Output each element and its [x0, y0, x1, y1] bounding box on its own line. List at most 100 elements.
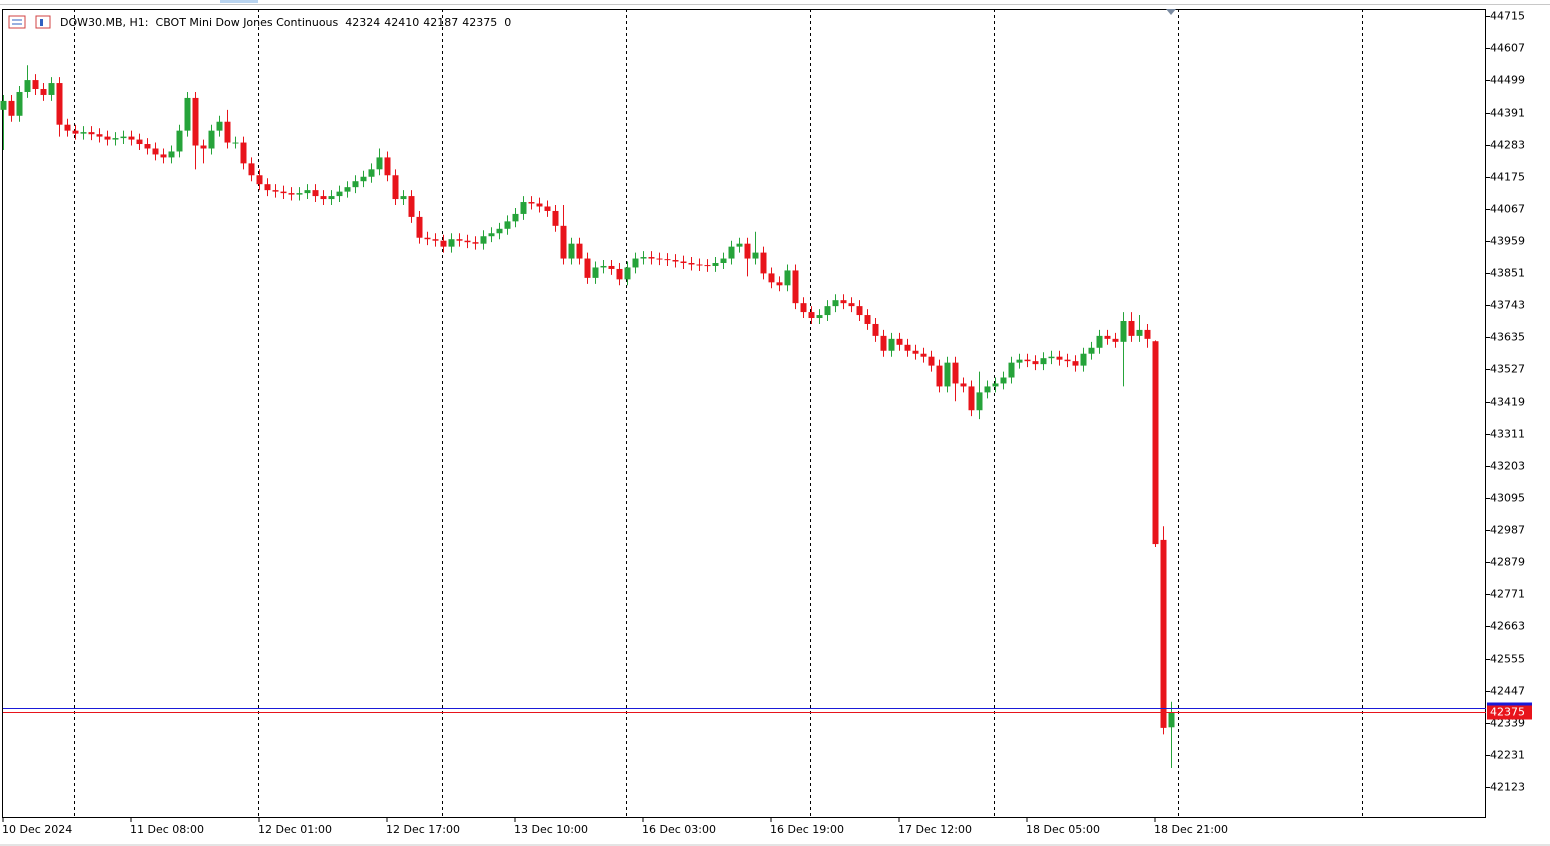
candle-body — [112, 138, 119, 140]
y-tick-label: 43311 — [1490, 428, 1525, 441]
candle-body — [312, 190, 319, 197]
candle-body — [360, 176, 367, 182]
x-tick-label: 16 Dec 03:00 — [642, 823, 716, 836]
candle-body — [256, 175, 263, 185]
candle-body — [720, 258, 727, 264]
candle-body — [824, 306, 831, 316]
candle-body — [1128, 321, 1135, 336]
candle-body — [576, 243, 583, 259]
candle-body — [968, 386, 975, 411]
candle-body — [464, 240, 471, 243]
candle-body — [264, 184, 271, 191]
candle-body — [1056, 356, 1063, 360]
y-tick-label: 44067 — [1490, 203, 1525, 216]
candle-body — [1104, 335, 1111, 339]
candle-body — [952, 362, 959, 384]
candle-body — [384, 157, 391, 176]
candle-body — [816, 315, 823, 319]
candle-body — [912, 350, 919, 354]
candle-body — [192, 97, 199, 146]
candle-body — [48, 83, 55, 95]
candle-body — [920, 353, 927, 357]
candle-body — [232, 142, 239, 144]
x-tick-label: 10 Dec 2024 — [2, 823, 72, 836]
candle-body — [504, 221, 511, 229]
candle-body — [856, 306, 863, 316]
y-tick-label: 42555 — [1490, 653, 1525, 666]
x-tick-label: 12 Dec 01:00 — [258, 823, 332, 836]
candle-body — [960, 383, 967, 387]
header-text: DOW30.MB, H1: CBOT Mini Dow Jones Continu… — [60, 16, 511, 29]
candle-body — [336, 191, 343, 197]
candle-body — [288, 193, 295, 195]
candle-body — [1136, 329, 1143, 336]
candle-body — [616, 268, 623, 280]
candle-body — [104, 136, 111, 140]
candle-body — [1144, 329, 1151, 339]
candle-body — [120, 136, 127, 139]
candle-body — [248, 163, 255, 176]
candle-body — [400, 196, 407, 200]
y-tick-label: 42987 — [1490, 524, 1525, 537]
candle-body — [528, 202, 535, 204]
x-tick-label: 17 Dec 12:00 — [898, 823, 972, 836]
y-tick-label: 43851 — [1490, 267, 1525, 280]
candle-body — [40, 89, 47, 95]
candle-body — [752, 252, 759, 259]
candle-body — [304, 190, 311, 194]
candle-body — [1024, 359, 1031, 362]
y-tick-label: 44607 — [1490, 42, 1525, 55]
candle-body — [480, 236, 487, 244]
candle-body — [736, 243, 743, 247]
candle-body — [448, 239, 455, 247]
candle-body — [808, 312, 815, 319]
candle-body — [1040, 358, 1047, 365]
candle-body — [848, 303, 855, 307]
candle-body — [680, 261, 687, 264]
candle-body — [536, 203, 543, 207]
y-tick-label: 43419 — [1490, 396, 1525, 409]
candle-body — [224, 121, 231, 143]
candle-body — [176, 130, 183, 152]
candle-body — [296, 193, 303, 195]
candle-body — [152, 148, 159, 155]
candle-body — [568, 243, 575, 259]
icon-list — [8, 15, 26, 29]
x-tick-label: 13 Dec 10:00 — [514, 823, 588, 836]
candle-body — [0, 100, 7, 110]
y-tick-label: 43959 — [1490, 235, 1525, 248]
candle-body — [832, 300, 839, 307]
candle-body — [656, 258, 663, 260]
bid-label: 42375 — [1490, 706, 1525, 719]
candle-body — [896, 338, 903, 345]
y-tick-label: 44715 — [1490, 10, 1525, 23]
candle-body — [792, 270, 799, 304]
candle-body — [768, 273, 775, 283]
y-tick-label: 43527 — [1490, 363, 1525, 376]
candle-body — [64, 124, 71, 131]
candle-body — [600, 265, 607, 268]
candle-body — [72, 130, 79, 134]
candle-body — [512, 213, 519, 222]
candle-body — [16, 91, 23, 116]
x-tick-label: 18 Dec 05:00 — [1026, 823, 1100, 836]
candle-body — [8, 100, 15, 116]
x-tick-label: 18 Dec 21:00 — [1154, 823, 1228, 836]
candle-body — [320, 196, 327, 200]
candle-body — [776, 282, 783, 286]
y-tick-label: 42339 — [1490, 717, 1525, 730]
candle-body — [704, 265, 711, 267]
candle-body — [408, 196, 415, 217]
x-tick-label: 16 Dec 19:00 — [770, 823, 844, 836]
candle-body — [216, 121, 223, 131]
candle-body — [688, 263, 695, 265]
candle-body — [376, 157, 383, 170]
x-tick-label: 12 Dec 17:00 — [386, 823, 460, 836]
description: CBOT Mini Dow Jones Continuous — [156, 16, 339, 29]
candle-body — [1120, 321, 1127, 342]
y-tick-label: 44391 — [1490, 107, 1525, 120]
candle-body — [904, 344, 911, 351]
candle-body — [888, 338, 895, 351]
candle-body — [344, 187, 351, 192]
y-tick-label: 42447 — [1490, 685, 1525, 698]
